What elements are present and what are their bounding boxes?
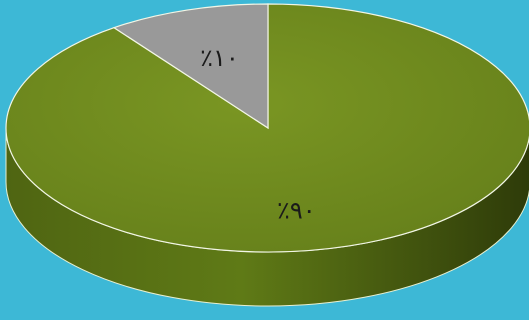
slice-label-1: ٪۱۰ <box>200 44 239 72</box>
pie-slice-1 <box>112 3 269 130</box>
slice-label-0: ٪۹۰ <box>277 196 316 224</box>
